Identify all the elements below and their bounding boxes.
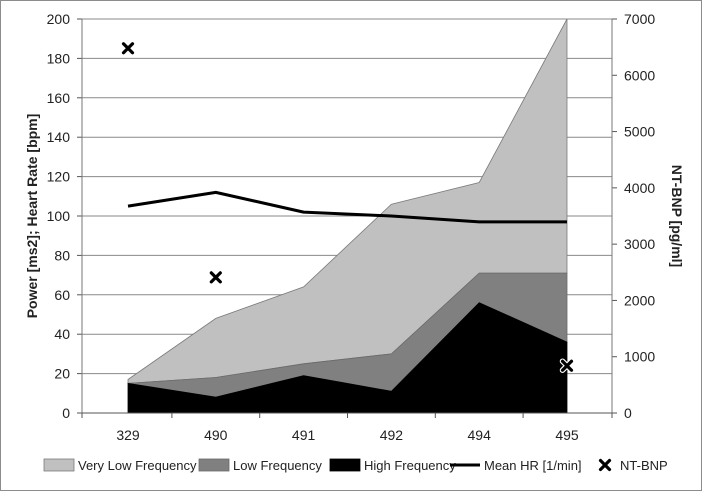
marker-cross <box>209 271 222 284</box>
y2-tick-label: 3000 <box>624 236 655 252</box>
y2-tick-label: 7000 <box>624 11 655 27</box>
marker-cross <box>598 458 612 472</box>
nt-bnp-point <box>120 41 136 56</box>
y-tick-label: 0 <box>62 405 70 421</box>
y2-tick-label: 4000 <box>624 180 655 196</box>
line-series <box>127 190 567 224</box>
y-axis-title: Power [ms2]; Heart Rate [bpm] <box>24 114 40 319</box>
marker-cross <box>121 42 135 55</box>
legend-item: Very Low Frequency <box>43 458 197 473</box>
y2-tick-label: 6000 <box>624 67 655 83</box>
legend-label: Very Low Frequency <box>78 458 197 473</box>
legend-item: Mean HR [1/min] <box>450 458 582 473</box>
legend-item: Low Frequency <box>198 458 322 473</box>
y-tick-label: 120 <box>47 169 71 185</box>
x-tick-label: 490 <box>204 427 228 443</box>
legend-label: Low Frequency <box>233 458 322 473</box>
y2-tick-label: 0 <box>624 405 632 421</box>
nt-bnp-point <box>208 270 224 285</box>
x-tick-label: 491 <box>292 427 316 443</box>
x-tick-label: 495 <box>555 427 579 443</box>
marker-cross <box>560 359 574 372</box>
y-tick-label: 20 <box>54 366 70 382</box>
y-tick-label: 100 <box>47 208 71 224</box>
legend-item: High Frequency <box>329 458 456 473</box>
legend-item: NT-BNP <box>597 457 668 473</box>
line-mean-hr <box>127 190 567 224</box>
legend-swatch <box>329 458 361 472</box>
legend-label: Mean HR [1/min] <box>484 458 582 473</box>
y-tick-label: 40 <box>54 326 70 342</box>
y-tick-label: 80 <box>54 247 70 263</box>
y-tick-label: 160 <box>47 90 71 106</box>
nt-bnp-point <box>559 358 575 373</box>
y-tick-label: 200 <box>47 11 71 27</box>
axes: 0204060801001201401601802000100020003000… <box>47 11 656 443</box>
x-tick-label: 492 <box>380 427 404 443</box>
legend-swatch <box>198 458 230 472</box>
y2-tick-label: 2000 <box>624 292 655 308</box>
y-tick-label: 60 <box>54 287 70 303</box>
legend-label: High Frequency <box>364 458 456 473</box>
x-tick-label: 494 <box>468 427 492 443</box>
legend: Very Low Frequency Low Frequency High Freq… <box>43 457 668 473</box>
y2-tick-label: 1000 <box>624 349 655 365</box>
legend-label: NT-BNP <box>620 458 668 473</box>
marker-series <box>120 41 575 373</box>
legend-marker-swatch <box>597 457 613 473</box>
legend-swatch <box>43 458 75 472</box>
y2-axis-title: NT-BNP [pg/ml] <box>669 165 685 267</box>
y-tick-label: 180 <box>47 50 71 66</box>
y-tick-label: 140 <box>47 129 71 145</box>
y2-tick-label: 5000 <box>624 124 655 140</box>
x-tick-label: 329 <box>116 427 140 443</box>
